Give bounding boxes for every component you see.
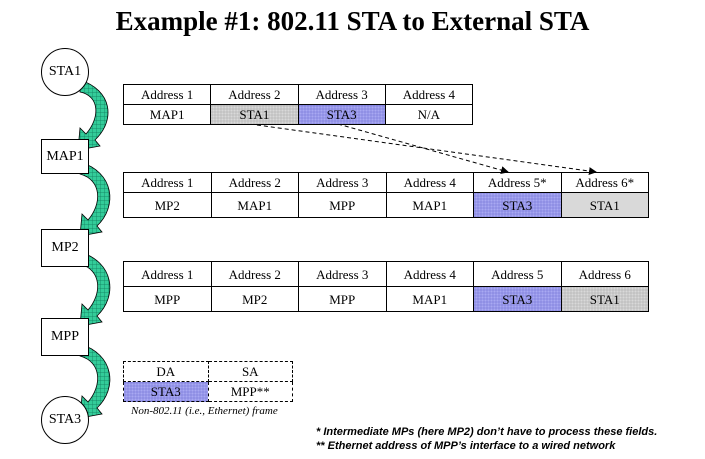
- mapping-line-sta3: [337, 123, 509, 174]
- header-cell: Address 6: [560, 261, 649, 287]
- frame-ethernet: DA SA STA3 MPP**: [123, 361, 293, 402]
- node-label: STA1: [48, 64, 82, 79]
- header-cell: Address 2: [210, 84, 299, 105]
- hop-arrow-sta1-map1: [77, 79, 109, 151]
- slide-title: Example #1: 802.11 STA to External STA: [115, 6, 590, 36]
- header-cell: Address 1: [123, 172, 212, 193]
- value-cell: N/A: [384, 104, 474, 125]
- value-cell: MPP: [123, 286, 212, 312]
- ethernet-frame-caption: Non-802.11 (i.e., Ethernet) frame: [131, 405, 278, 417]
- value-cell: MP2: [123, 192, 212, 218]
- header-cell: Address 1: [123, 261, 212, 287]
- node-label: MAP1: [46, 148, 84, 164]
- header-cell: Address 5: [473, 261, 562, 287]
- value-cell: MAP1: [122, 104, 212, 125]
- value-cell: STA1: [210, 104, 299, 125]
- value-cell: MPP**: [207, 381, 293, 402]
- frame-hop3: Address 1 Address 2 Address 3 Address 4 …: [123, 261, 649, 312]
- value-cell: MAP1: [385, 192, 474, 218]
- value-cell: STA1: [560, 192, 649, 218]
- node-label: MPP: [50, 329, 80, 344]
- value-cell: STA3: [297, 104, 386, 125]
- value-cell: STA3: [123, 381, 209, 402]
- value-cell: STA1: [560, 286, 649, 312]
- frame-hop2: Address 1 Address 2 Address 3 Address 4 …: [123, 172, 649, 218]
- header-cell: Address 6*: [560, 172, 649, 193]
- node-mpp: MPP: [41, 318, 89, 356]
- header-cell: Address 1: [122, 84, 212, 105]
- header-cell: Address 3: [297, 84, 386, 105]
- header-cell: Address 4: [385, 261, 474, 287]
- footnote-2: ** Ethernet address of MPP’s interface t…: [316, 440, 616, 452]
- header-cell: Address 5*: [473, 172, 562, 193]
- frame-hop1: Address 1 Address 2 Address 3 Address 4 …: [122, 84, 474, 125]
- value-cell: STA3: [473, 192, 562, 218]
- node-label: STA3: [48, 412, 82, 427]
- header-cell: Address 2: [210, 261, 299, 287]
- footnote-1: * Intermediate MPs (here MP2) don’t have…: [316, 426, 658, 438]
- value-cell: MAP1: [385, 286, 474, 312]
- mapping-line-sta1: [249, 123, 597, 176]
- value-cell: MPP: [298, 192, 387, 218]
- header-cell: DA: [123, 361, 209, 382]
- value-cell: STA3: [473, 286, 562, 312]
- header-cell: SA: [207, 361, 293, 382]
- header-cell: Address 4: [385, 172, 474, 193]
- value-cell: MAP1: [210, 192, 299, 218]
- node-sta3: STA3: [41, 396, 89, 444]
- node-sta1: STA1: [41, 48, 89, 96]
- header-cell: Address 3: [298, 172, 387, 193]
- header-cell: Address 4: [384, 84, 474, 105]
- value-cell: MPP: [298, 286, 387, 312]
- header-cell: Address 2: [210, 172, 299, 193]
- header-cell: Address 3: [298, 261, 387, 287]
- node-label: MP2: [51, 240, 79, 255]
- value-cell: MP2: [210, 286, 299, 312]
- node-map1: MAP1: [41, 139, 89, 174]
- node-mp2: MP2: [41, 229, 89, 267]
